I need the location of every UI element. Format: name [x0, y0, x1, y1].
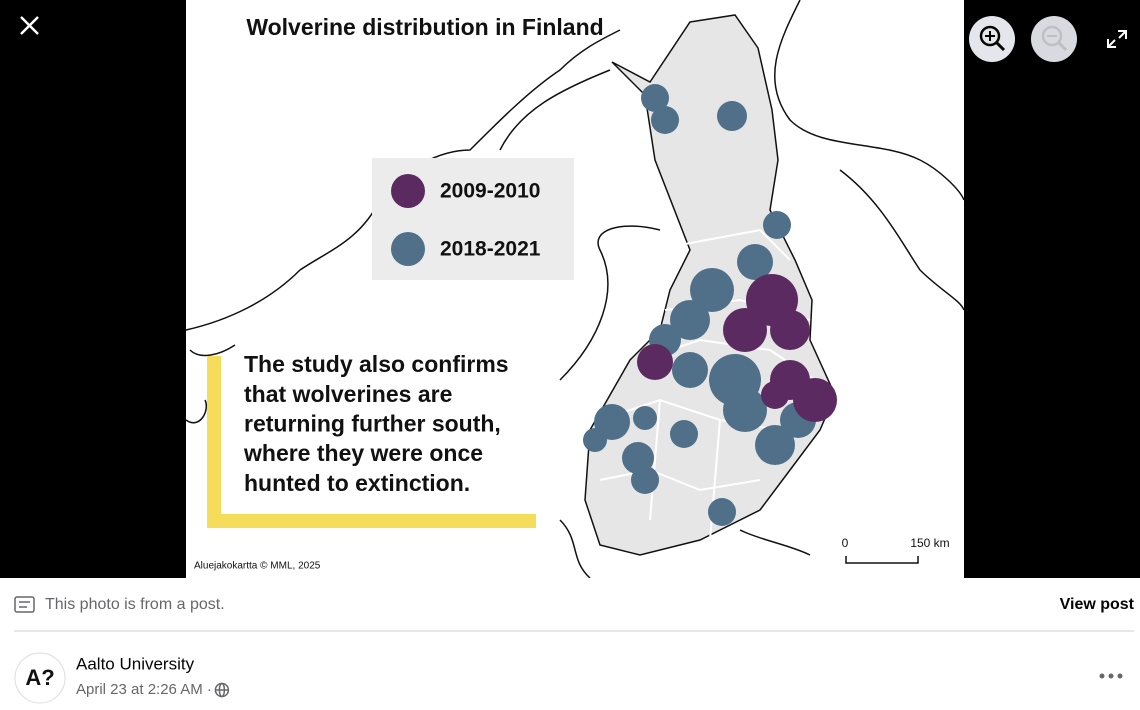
- legend-label: 2018-2021: [440, 238, 541, 261]
- caption: The study also confirms that wolverines a…: [243, 351, 509, 496]
- author-name[interactable]: Aalto University: [76, 654, 195, 673]
- caption-line: returning further south,: [244, 410, 501, 436]
- photo: [186, 0, 964, 578]
- caption-line: where they were once: [243, 440, 483, 466]
- zoom-out-button[interactable]: [1031, 16, 1077, 62]
- scale-label: 0: [842, 536, 849, 550]
- close-button[interactable]: [20, 16, 39, 35]
- scale-bar: [845, 556, 919, 564]
- legend-label: 2009-2010: [440, 180, 540, 203]
- scale-label: 150 km: [910, 536, 949, 550]
- avatar[interactable]: [14, 652, 66, 704]
- photo-viewer: Wolverine distribution in Finland 2009-2…: [0, 0, 1140, 579]
- more-button[interactable]: [1099, 673, 1123, 679]
- map-credit: Aluejakokartta © MML, 2025: [194, 561, 321, 572]
- zoom-in-button[interactable]: [969, 16, 1015, 62]
- map-title: Wolverine distribution in Finland: [246, 14, 603, 40]
- legend-swatch: [391, 174, 425, 208]
- avatar-text: A?: [25, 665, 54, 690]
- post-info-svg: This photo is from a post. View post A? …: [14, 596, 1135, 704]
- caption-line: The study also confirms: [244, 351, 509, 377]
- fullscreen-button[interactable]: [1107, 30, 1127, 48]
- caption-line: hunted to extinction.: [244, 470, 470, 496]
- caption-frame: [207, 356, 536, 528]
- caption-line: that wolverines are: [244, 381, 452, 407]
- occurrence-2009-2010: [637, 274, 837, 422]
- viewer-svg: Wolverine distribution in Finland 2009-2…: [20, 0, 1127, 579]
- post-info: This photo is from a post. View post A? …: [0, 578, 1140, 705]
- occurrence-2018-2021: [583, 84, 816, 526]
- notice-text: This photo is from a post.: [45, 596, 225, 613]
- view-post-link[interactable]: View post: [1060, 596, 1135, 613]
- post-icon: [14, 596, 35, 613]
- post-date[interactable]: April 23 at 2:26 AM ·: [76, 681, 212, 698]
- legend-swatch: [391, 232, 425, 266]
- globe-icon: [214, 682, 230, 698]
